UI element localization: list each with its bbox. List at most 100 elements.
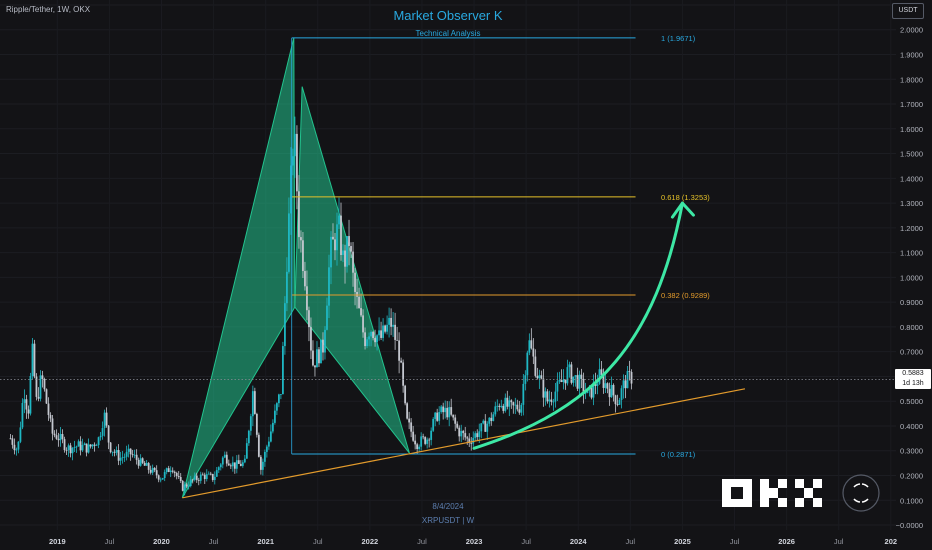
candle-body	[410, 422, 413, 432]
currency-badge[interactable]: USDT	[892, 3, 924, 19]
candle-body	[336, 224, 338, 251]
candle-body	[312, 350, 314, 366]
candle-body	[87, 444, 90, 453]
candle-body	[77, 441, 80, 447]
candle-body	[141, 458, 144, 463]
candle-body	[358, 296, 360, 309]
y-tick-label: 1.7000	[900, 100, 923, 109]
candle-body	[117, 450, 120, 461]
candle-body	[630, 372, 633, 384]
candle-body	[314, 365, 316, 368]
candle-body	[558, 380, 561, 382]
candle-body	[145, 463, 148, 466]
candle-body	[622, 380, 625, 389]
candle-body	[448, 407, 451, 418]
y-tick-label: 1.1000	[900, 249, 923, 258]
candle-body	[257, 434, 260, 457]
candle-body	[157, 475, 160, 480]
candle-body	[209, 473, 212, 475]
y-tick-label: −0.0000	[896, 521, 923, 530]
y-tick-label: 1.2000	[900, 224, 923, 233]
candle-body	[125, 451, 128, 457]
candle-body	[45, 389, 48, 404]
candle-body	[95, 445, 98, 446]
candle-body	[464, 433, 467, 438]
candle-body	[554, 391, 557, 402]
candle-body	[616, 404, 619, 405]
candle-body	[352, 251, 354, 273]
candle-body	[434, 412, 437, 419]
candle-body	[426, 439, 429, 444]
y-tick-label: 2.0000	[900, 26, 923, 35]
candle-body	[233, 462, 236, 469]
candle-body	[115, 450, 118, 453]
candle-body	[624, 380, 627, 389]
candle-body	[187, 486, 190, 487]
candle-body	[143, 462, 146, 466]
candle-body	[402, 362, 405, 386]
candle-body	[572, 376, 575, 383]
symbol-header: Ripple/Tether, 1W, OKX	[6, 5, 91, 14]
candle-body	[191, 479, 194, 481]
candle-body	[269, 431, 272, 442]
candle-body	[350, 246, 352, 252]
trendline-group	[0, 378, 896, 499]
candle-body	[288, 213, 290, 272]
candle-body	[137, 459, 140, 466]
candle-body	[211, 474, 214, 480]
candle-body	[482, 420, 485, 424]
candle-body	[480, 423, 483, 432]
candle-body	[225, 454, 228, 464]
candle-body	[498, 405, 501, 407]
candle-body	[452, 414, 455, 418]
price-axis[interactable]: 2.10002.00001.90001.80001.70001.60001.50…	[896, 1, 923, 530]
candle-body	[49, 414, 52, 419]
candle-body	[556, 381, 559, 392]
candle-body	[245, 443, 248, 459]
candle-body	[566, 367, 569, 384]
candle-body	[306, 286, 308, 311]
candle-body	[93, 444, 96, 446]
candle-body	[514, 404, 517, 406]
y-tick-label: 0.5000	[900, 397, 923, 406]
candle-body	[282, 346, 284, 395]
candle-body	[21, 402, 24, 428]
time-axis[interactable]: 2019 Jul 2020 Jul 2021 Jul 2022 Jul 2023 Jul 2024 J…	[49, 537, 897, 546]
candle-body	[111, 451, 114, 453]
fib-level-label: 0.382 (0.9289)	[661, 291, 710, 300]
candle-body	[506, 397, 509, 407]
candle-body	[273, 410, 276, 423]
candle-body	[370, 332, 372, 337]
candle-body	[316, 349, 318, 368]
candle-body	[79, 441, 82, 451]
candle-body	[43, 378, 46, 390]
candle-body	[61, 434, 64, 440]
x-tick-label: 2022	[362, 537, 379, 546]
candle-body	[215, 470, 218, 477]
candle-body	[183, 484, 186, 491]
candle-body	[444, 407, 447, 413]
x-tick-label: 2024	[570, 537, 588, 546]
candle-body	[99, 435, 102, 438]
candle-body	[334, 239, 336, 251]
candle-body	[322, 339, 324, 353]
candle-body	[546, 391, 549, 402]
candle-body	[518, 409, 521, 413]
candle-body	[338, 215, 340, 225]
candle-body	[432, 418, 435, 431]
candle-body	[53, 433, 56, 436]
candle-body	[161, 478, 164, 480]
candle-body	[418, 446, 421, 450]
candle-body	[470, 442, 473, 444]
candle-body	[83, 443, 86, 446]
candle-body	[175, 473, 178, 476]
fib-level-label: 0 (0.2871)	[661, 450, 696, 459]
y-tick-label: 0.4000	[900, 422, 923, 431]
projection-arrow-head	[670, 201, 695, 219]
candle-body	[261, 461, 264, 470]
candle-body	[67, 445, 70, 451]
candle-body	[133, 454, 136, 456]
candle-body	[31, 343, 34, 376]
y-tick-label: 0.1000	[900, 496, 923, 505]
